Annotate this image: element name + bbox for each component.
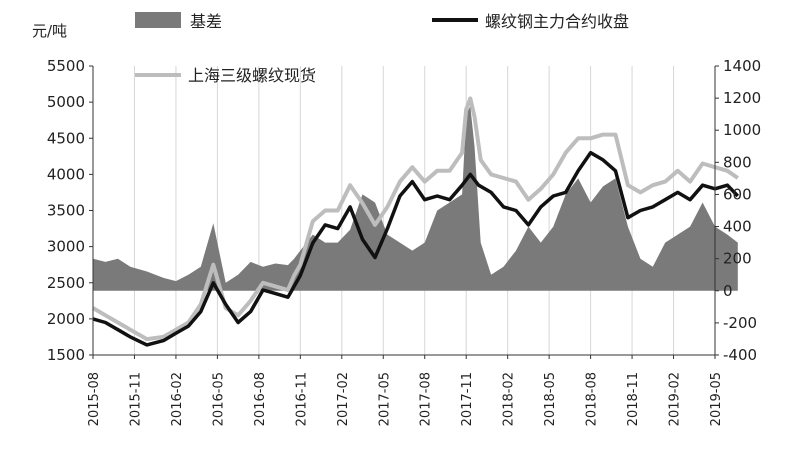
x-tick-label-2017-02: 2017-02 [336,372,351,426]
x-tick-label-2015-11: 2015-11 [128,372,143,426]
unit-label: 元/吨 [32,22,67,40]
left-tick-label-4000: 4000 [47,165,85,183]
x-tick-label-2018-11: 2018-11 [626,372,641,426]
left-tick-label-5000: 5000 [47,93,85,111]
right-tick-label--400: -400 [723,346,757,364]
legend-label-basis: 基差 [190,12,222,31]
right-tick-label--200: -200 [723,314,757,332]
left-axis-ticks: 1500 2000 2500 3000 3500 4000 4500 5000 5500 [47,57,93,364]
basis-area-series [93,106,738,291]
series-line-spot [91,96,739,342]
left-tick-label-3000: 3000 [47,238,85,256]
left-tick-label-2500: 2500 [47,274,85,292]
x-tick-label-2017-08: 2017-08 [419,372,434,426]
x-tick-label-2016-11: 2016-11 [294,372,309,426]
legend-label-spot: 上海三级螺纹现货 [188,66,316,85]
legend-swatch-basis [135,12,181,28]
legend-label-futures: 螺纹钢主力合约收盘 [485,12,629,31]
x-tick-label-2016-08: 2016-08 [253,372,268,426]
right-tick-label-0: 0 [723,282,733,300]
x-tick-label-2015-08: 2015-08 [87,372,102,426]
legend: 基差 螺纹钢主力合约收盘 上海三级螺纹现货 [135,12,629,85]
x-tick-label-2018-02: 2018-02 [502,372,517,426]
right-tick-label-1400: 1400 [723,57,761,75]
basis-area [93,106,738,291]
right-tick-label-1200: 1200 [723,89,761,107]
x-tick-label-2017-05: 2017-05 [377,372,392,426]
left-tick-label-4500: 4500 [47,129,85,147]
right-tick-label-1000: 1000 [723,121,761,139]
right-axis-ticks: -400 -200 0 200 400 600 800 1000 1200 1400 [715,57,761,364]
x-tick-label-2016-02: 2016-02 [170,372,185,426]
left-tick-label-2000: 2000 [47,310,85,328]
right-tick-label-200: 200 [723,250,752,268]
right-tick-label-800: 800 [723,153,752,171]
x-tick-label-2018-05: 2018-05 [543,372,558,426]
left-tick-label-5500: 5500 [47,57,85,75]
x-tick-label-2017-11: 2017-11 [460,372,475,426]
x-tick-label-2016-05: 2016-05 [211,372,226,426]
left-tick-label-1500: 1500 [47,346,85,364]
x-axis-ticks: 2015-08 2015-11 2016-02 2016-05 2016-08 2016-… [87,355,724,426]
x-tick-label-2019-02: 2019-02 [668,372,683,426]
x-tick-label-2018-08: 2018-08 [585,372,600,426]
series-line-futures [92,150,740,347]
x-tick-label-2019-05: 2019-05 [709,372,724,426]
right-tick-label-600: 600 [723,185,752,203]
price-line-series [91,96,740,347]
right-tick-label-400: 400 [723,218,752,236]
left-tick-label-3500: 3500 [47,202,85,220]
